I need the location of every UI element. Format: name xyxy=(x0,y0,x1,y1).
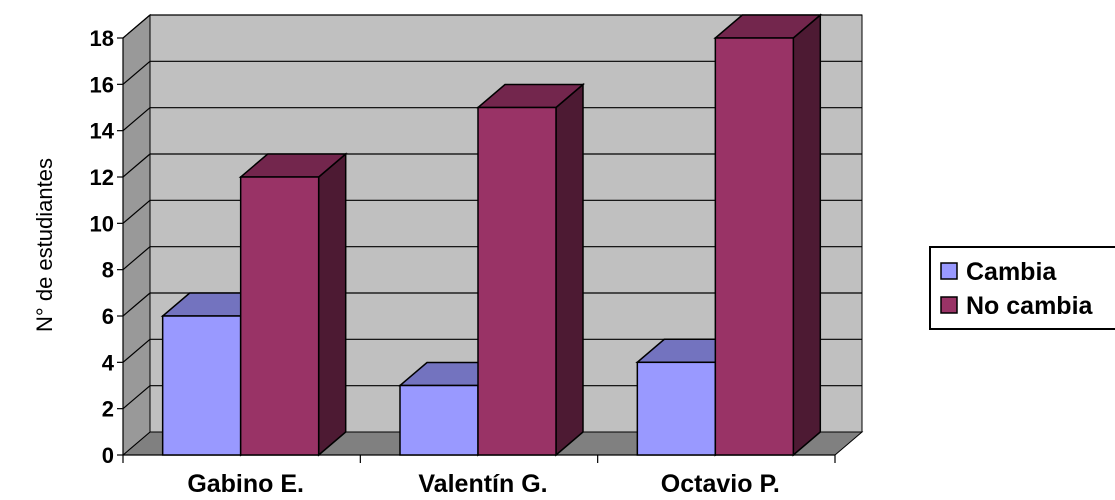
y-tick-label: 0 xyxy=(102,443,114,468)
gridline-side xyxy=(122,107,151,132)
gridline-side xyxy=(122,246,151,271)
bar-front xyxy=(714,37,795,456)
bar-front xyxy=(477,106,557,456)
gridline-side xyxy=(122,292,151,317)
gridline-side xyxy=(122,153,151,178)
bar-valent-n-g--no-cambia xyxy=(475,82,586,457)
legend-box xyxy=(929,246,1115,330)
category-labels: Gabino E. Valentín G. Octavio P. xyxy=(187,470,780,498)
bar-gabino-e--no-cambia xyxy=(238,152,348,457)
gridline-side xyxy=(122,60,151,85)
bar-front xyxy=(161,315,242,456)
category-label: Octavio P. xyxy=(661,470,780,498)
y-tick-label: 10 xyxy=(90,211,114,236)
y-axis-label: N° de estudiantes xyxy=(32,158,57,332)
category-label: Gabino E. xyxy=(187,470,304,498)
bar-front xyxy=(239,176,320,456)
y-tick-label: 18 xyxy=(90,26,114,51)
y-tick-label: 12 xyxy=(90,165,114,190)
y-tick-label: 2 xyxy=(102,397,114,422)
bar-side xyxy=(317,152,347,457)
gridline-side xyxy=(122,338,151,363)
bars xyxy=(160,13,823,457)
gridline-side xyxy=(122,199,151,224)
y-tick-label: 6 xyxy=(102,304,114,329)
x-ticks xyxy=(122,455,836,463)
legend-swatch-no-cambia xyxy=(940,296,958,314)
y-tick-label: 14 xyxy=(90,119,115,144)
legend-label-cambia: Cambia xyxy=(966,258,1057,286)
category-label: Valentín G. xyxy=(418,470,547,498)
y-tick-label: 16 xyxy=(90,72,114,97)
legend-label-no-cambia: No cambia xyxy=(966,292,1094,320)
bar-front xyxy=(636,361,717,456)
bar-front xyxy=(399,384,479,456)
bar-octavio-p--no-cambia xyxy=(713,13,823,457)
gridline-side xyxy=(122,385,151,410)
legend-swatch-cambia xyxy=(940,262,958,280)
y-ticks: 0 2 4 6 8 10 12 14 16 18 xyxy=(90,26,123,468)
y-tick-label: 8 xyxy=(102,258,114,283)
gridline-side xyxy=(122,14,151,39)
bar-side xyxy=(555,82,584,457)
bar-side xyxy=(792,13,822,457)
y-tick-label: 4 xyxy=(102,350,115,375)
legend: Cambia No cambia xyxy=(929,246,1115,330)
